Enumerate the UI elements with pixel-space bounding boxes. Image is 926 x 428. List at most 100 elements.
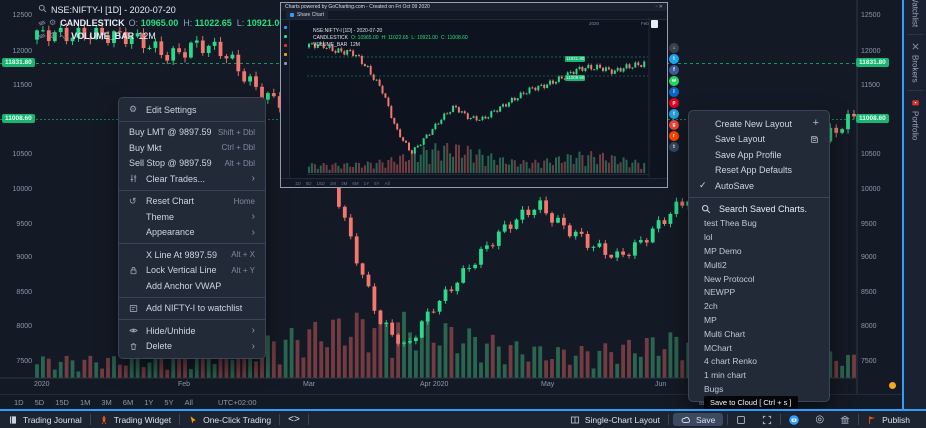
popup-toolbar-strip[interactable] bbox=[281, 20, 290, 180]
tab-portfolio[interactable]: Portfolio bbox=[904, 91, 926, 147]
magnifier-icon[interactable] bbox=[38, 4, 47, 13]
timeframe-5y[interactable]: 5Y bbox=[164, 397, 174, 407]
timeframe-1m[interactable]: 1M bbox=[79, 397, 91, 407]
timeframe-15d[interactable]: 15D bbox=[55, 397, 69, 407]
bank-button[interactable] bbox=[832, 411, 858, 428]
chevron-right-icon: › bbox=[251, 173, 255, 185]
checkbox-button[interactable] bbox=[728, 411, 754, 428]
menu-icon-slot: ⚙ bbox=[129, 105, 140, 114]
notification-dot[interactable] bbox=[889, 382, 896, 389]
share-telegram-icon[interactable]: t bbox=[669, 109, 679, 119]
menu-item-autosave[interactable]: ✓ AutoSave bbox=[699, 180, 755, 191]
menu-item-buy-lmt-9897-59[interactable]: Buy LMT @ 9897.59 Shift + Dbl bbox=[119, 125, 265, 141]
trading-journal-button[interactable]: Trading Journal bbox=[0, 411, 90, 428]
crosshair-button[interactable]: ◎ bbox=[807, 411, 832, 428]
saved-chart-lol[interactable]: lol bbox=[704, 232, 713, 243]
saved-chart-new-protocol[interactable]: New Protocol bbox=[704, 273, 755, 284]
menu-item-appearance[interactable]: Appearance › bbox=[119, 225, 265, 241]
button-label: Single-Chart Layout bbox=[584, 414, 660, 425]
menu-item-buy-mkt[interactable]: Buy Mkt Ctrl + Dbl bbox=[119, 140, 265, 156]
saved-chart-1-min-chart[interactable]: 1 min chart bbox=[704, 370, 747, 381]
saved-chart-mp[interactable]: MP bbox=[704, 314, 717, 325]
menu-shortcut: Shift + Dbl bbox=[217, 127, 255, 137]
bank-icon bbox=[840, 415, 850, 425]
menu-icon-slot bbox=[129, 266, 140, 275]
tab-brokers[interactable]: Brokers bbox=[904, 35, 926, 90]
tab-share-chart[interactable]: Share Chart bbox=[286, 11, 328, 19]
menu-item-hide-unhide[interactable]: Hide/Unhide › bbox=[119, 323, 265, 339]
gear-icon[interactable]: ⚙ bbox=[49, 18, 57, 27]
copy-image-icon[interactable] bbox=[651, 20, 658, 28]
menu-item-save-app-profile[interactable]: Save App Profile bbox=[715, 149, 782, 160]
saved-chart-4-chart-renko[interactable]: 4 chart Renko bbox=[704, 356, 757, 367]
menu-item-label: Delete bbox=[146, 341, 173, 352]
menu-item-x-line-at-9897-59[interactable]: X Line At 9897.59 Alt + X bbox=[119, 247, 265, 263]
menu-item-add-nifty-i-to-watchlist[interactable]: Add NIFTY-I to watchlist bbox=[119, 301, 265, 317]
menu-item-lock-vertical-line[interactable]: Lock Vertical Line Alt + Y bbox=[119, 263, 265, 279]
menu-item-save-layout[interactable]: Save Layout bbox=[689, 132, 829, 148]
menu-item-label: Clear Trades... bbox=[146, 173, 206, 184]
share-twitter-icon[interactable]: t bbox=[669, 54, 679, 64]
camera-button[interactable] bbox=[781, 411, 807, 428]
saved-chart-multi2[interactable]: Multi2 bbox=[704, 259, 727, 270]
share-pinterest-icon[interactable]: p bbox=[669, 98, 679, 108]
timeframe-1y[interactable]: 1Y bbox=[144, 397, 154, 407]
trading-widget-button[interactable]: Trading Widget bbox=[91, 411, 179, 428]
popup-month-tick: 2020 bbox=[589, 21, 600, 26]
candlestick-chart[interactable] bbox=[0, 0, 902, 394]
menu-item-edit-settings[interactable]: ⚙ Edit Settings bbox=[119, 102, 265, 118]
time-tick: Jun bbox=[655, 381, 667, 388]
saved-charts-search[interactable]: Search Saved Charts. bbox=[689, 201, 829, 217]
expand-button[interactable] bbox=[754, 411, 780, 428]
menu-item-reset-chart[interactable]: ↺ Reset Chart Home bbox=[119, 194, 265, 210]
popup-tool-dot bbox=[283, 44, 287, 47]
timeframe-3m[interactable]: 3M bbox=[101, 397, 112, 407]
saved-chart-2ch[interactable]: 2ch bbox=[704, 301, 718, 312]
menu-item-create-new-layout[interactable]: Create New Layout + bbox=[715, 117, 819, 130]
popup-range-6m: 6M bbox=[352, 180, 359, 186]
tab-watchlist[interactable]: Watchlist bbox=[904, 0, 926, 34]
share-linkedin-icon[interactable]: l bbox=[669, 87, 679, 97]
share-facebook-icon[interactable]: f bbox=[669, 65, 679, 75]
timezone-label[interactable]: UTC+02:00 bbox=[217, 397, 257, 407]
saved-chart-mchart[interactable]: MChart bbox=[704, 342, 732, 353]
eyeslash-icon[interactable] bbox=[38, 32, 46, 40]
single-chart-layout-button[interactable]: Single-Chart Layout bbox=[562, 411, 668, 428]
popup-window-controls[interactable]: ▫ ✕ bbox=[655, 4, 663, 10]
share-whatsapp-icon[interactable]: w bbox=[669, 76, 679, 86]
menu-item-delete[interactable]: Delete › bbox=[119, 339, 265, 355]
-button[interactable]: <> bbox=[280, 411, 308, 428]
gear-icon[interactable]: ⚙ bbox=[49, 31, 57, 40]
share-gmail-icon[interactable]: g bbox=[669, 120, 679, 130]
eyeslash-icon[interactable] bbox=[38, 19, 46, 27]
share-reddit-icon[interactable]: r bbox=[669, 131, 679, 141]
menu-item-theme[interactable]: Theme › bbox=[119, 209, 265, 225]
menu-item-label: Buy LMT @ 9897.59 bbox=[129, 127, 212, 138]
save-button[interactable]: Save bbox=[673, 413, 724, 426]
saved-chart-newpp[interactable]: NEWPP bbox=[704, 287, 736, 298]
saved-chart-bugs[interactable]: Bugs bbox=[704, 383, 724, 394]
menu-item-add-anchor-vwap[interactable]: Add Anchor VWAP bbox=[119, 278, 265, 294]
saved-chart-test-thea-bug[interactable]: test Thea Bug bbox=[704, 218, 757, 229]
timeframe-5d[interactable]: 5D bbox=[34, 397, 45, 407]
timeframe-6m[interactable]: 6M bbox=[122, 397, 134, 407]
one-click-trading-button[interactable]: One-Click Trading bbox=[180, 411, 279, 428]
publish-button[interactable]: Publish bbox=[859, 411, 918, 428]
share-download-icon[interactable]: ↓ bbox=[669, 43, 679, 53]
popup-series-name: CANDLESTICK bbox=[313, 35, 349, 41]
menu-item-sell-stop-9897-59[interactable]: Sell Stop @ 9897.59 Alt + Dbl bbox=[119, 156, 265, 172]
popup-timeframe-bar: 1D 5D 15D 1M 3M 6M 1Y 5Y All bbox=[281, 178, 667, 187]
share-tumblr-icon[interactable]: t bbox=[669, 142, 679, 152]
menu-item-label: Reset Chart bbox=[146, 196, 195, 207]
saved-chart-mp-demo[interactable]: MP Demo bbox=[704, 245, 742, 256]
timeframe-all[interactable]: All bbox=[184, 397, 193, 407]
toolbar-divider bbox=[668, 414, 669, 425]
popup-tool-dot bbox=[283, 53, 287, 56]
button-label: Trading Journal bbox=[23, 414, 82, 425]
menu-item-reset-app-defaults[interactable]: Reset App Defaults bbox=[715, 165, 793, 176]
menu-item-clear-trades[interactable]: Clear Trades... › bbox=[119, 171, 265, 187]
menu-shortcut: Alt + X bbox=[231, 250, 255, 260]
saved-chart-multi-chart[interactable]: Multi Chart bbox=[704, 328, 746, 339]
timeframe-1d[interactable]: 1D bbox=[14, 397, 24, 407]
price-tick-right: 7500 bbox=[861, 358, 877, 365]
